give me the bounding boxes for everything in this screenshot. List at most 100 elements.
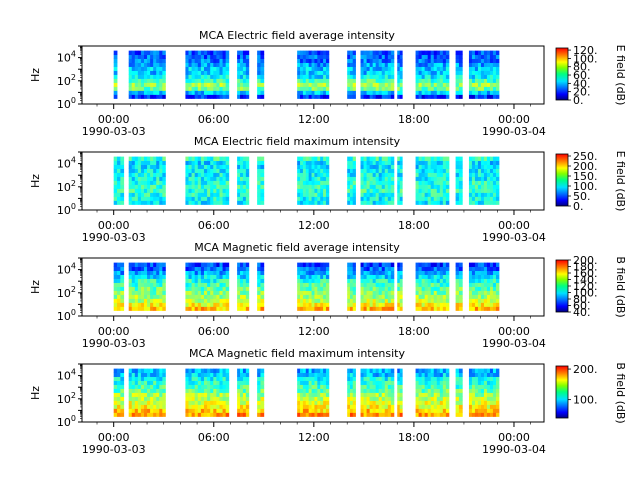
spectrogram-cell: [159, 274, 163, 279]
spectrogram-cell: [495, 156, 500, 162]
spectrogram-cell: [113, 408, 118, 413]
spectrogram-cell: [159, 168, 163, 173]
spectrogram-cell: [159, 70, 163, 75]
spectrogram-cell: [302, 70, 307, 75]
spectrogram-cell: [436, 62, 441, 67]
spectrogram-cell: [317, 50, 321, 56]
spectrogram-cell: [418, 50, 423, 56]
spectrogram-cell: [399, 404, 403, 409]
spectrogram-cell: [222, 404, 227, 409]
spectrogram-cell: [320, 286, 324, 291]
spectrogram-cell: [305, 388, 310, 393]
spectrogram-cell: [477, 278, 482, 283]
spectrogram-cell: [477, 286, 482, 291]
spectrogram-cell: [257, 176, 261, 181]
spectrogram-cell: [323, 274, 327, 279]
spectrogram-cell: [120, 368, 125, 374]
spectrogram-cell: [455, 164, 460, 169]
spectrogram-cell: [458, 160, 463, 165]
spectrogram-cell: [421, 306, 426, 311]
spectrogram-cell: [311, 392, 315, 397]
spectrogram-cell: [162, 188, 166, 193]
spectrogram-cell: [418, 78, 423, 83]
colorbar-tick-label: 200.: [573, 363, 598, 376]
spectrogram-cell: [387, 384, 392, 389]
spectrogram-cell: [245, 62, 250, 67]
spectrogram-cell: [222, 408, 227, 413]
spectrogram-cell: [131, 306, 136, 311]
spectrogram-cell: [492, 270, 497, 275]
spectrogram-block: [237, 50, 250, 99]
spectrogram-cell: [140, 54, 145, 59]
spectrogram-cell: [471, 384, 476, 389]
spectrogram-cell: [387, 62, 392, 67]
spectrogram-cell: [200, 412, 205, 417]
spectrogram-cell: [352, 298, 356, 303]
spectrogram-cell: [131, 74, 136, 79]
x-date-start-label: 1990-03-03: [82, 125, 146, 138]
spectrogram-cell: [216, 400, 220, 405]
spectrogram-cell: [360, 50, 364, 56]
spectrogram-cell: [384, 278, 389, 283]
spectrogram-cell: [323, 196, 327, 201]
spectrogram-cell: [399, 368, 403, 374]
spectrogram-cell: [317, 78, 321, 83]
spectrogram-cell: [375, 376, 380, 381]
spectrogram-cell: [302, 396, 307, 401]
spectrogram-cell: [492, 74, 497, 79]
spectrogram-cell: [242, 294, 247, 299]
spectrogram-cell: [128, 270, 133, 275]
spectrogram-cell: [185, 184, 189, 189]
spectrogram-cell: [188, 262, 193, 268]
spectrogram-cell: [436, 388, 441, 393]
spectrogram-cell: [242, 172, 247, 177]
spectrogram-cell: [399, 74, 403, 79]
spectrogram-cell: [225, 404, 230, 409]
spectrogram-cell: [134, 172, 139, 177]
spectrogram-cell: [156, 266, 160, 271]
spectrogram-cell: [134, 388, 139, 393]
spectrogram-cell: [320, 372, 324, 377]
spectrogram-cell: [397, 66, 401, 71]
spectrogram-cell: [140, 274, 145, 279]
spectrogram-cell: [128, 306, 133, 311]
spectrogram-cell: [480, 286, 485, 291]
spectrogram-cell: [311, 70, 315, 75]
spectrogram-cell: [471, 58, 476, 63]
spectrogram-cell: [495, 54, 500, 59]
spectrogram-cell: [415, 302, 419, 307]
spectrogram-cell: [436, 90, 441, 95]
colorbar-tick-label: 150.: [573, 170, 598, 183]
spectrogram-cell: [300, 384, 304, 389]
spectrogram-cell: [222, 94, 227, 99]
spectrogram-cell: [468, 192, 473, 197]
spectrogram-cell: [387, 200, 392, 205]
spectrogram-cell: [489, 290, 494, 295]
spectrogram-cell: [399, 376, 403, 381]
spectrogram-cell: [240, 388, 244, 393]
spectrogram-cell: [128, 58, 133, 63]
spectrogram-cell: [153, 286, 157, 291]
spectrogram-cell: [260, 94, 265, 99]
spectrogram-cell: [197, 70, 202, 75]
spectrogram-cell: [477, 78, 482, 83]
spectrogram-cell: [477, 298, 482, 303]
spectrogram-cell: [349, 172, 354, 177]
spectrogram-cell: [471, 50, 476, 56]
spectrogram-cell: [397, 368, 401, 374]
spectrogram-cell: [363, 306, 367, 311]
spectrogram-cell: [347, 86, 351, 91]
spectrogram-cell: [203, 278, 208, 283]
spectrogram-cell: [137, 160, 142, 165]
spectrogram-cell: [433, 282, 438, 287]
spectrogram-cell: [308, 270, 312, 275]
spectrogram-cell: [317, 176, 321, 181]
spectrogram-cell: [257, 66, 261, 71]
spectrogram-cell: [305, 192, 310, 197]
spectrogram-cell: [415, 368, 419, 374]
spectrogram-cell: [320, 196, 324, 201]
spectrogram-cell: [197, 50, 202, 56]
spectrogram-cell: [191, 380, 196, 385]
spectrogram-cell: [260, 412, 265, 417]
spectrogram-cell: [147, 388, 151, 393]
